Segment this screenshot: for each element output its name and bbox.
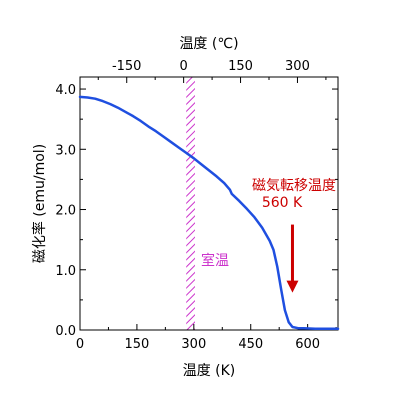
y-tick-label: 4.0 — [55, 83, 76, 98]
y-axis-title: 磁化率 (emu/mol) — [31, 144, 48, 263]
x-tick-label: 300 — [181, 337, 206, 352]
plot-frame — [79, 76, 339, 331]
y-tick-label: 3.0 — [55, 143, 76, 158]
y-tick-label: 2.0 — [55, 204, 76, 219]
y-tick-label: 0.0 — [55, 324, 76, 339]
x-tick-label: 450 — [238, 337, 263, 352]
top-tick-label: 0 — [179, 59, 187, 74]
room-temp-label: 室温 — [201, 252, 229, 269]
series-group — [78, 95, 340, 331]
x-axis-title: 温度 (K) — [183, 363, 236, 379]
axis-labels: 0 150 300 450 600 0.0 1.0 2.0 3.0 4.0 -150 0 150 300 温… — [31, 36, 320, 379]
transition-arrow-head — [286, 280, 299, 293]
transition-value: 560 K — [262, 195, 303, 211]
top-tick-label: 300 — [285, 59, 310, 74]
room-temp-hatch — [186, 77, 195, 330]
top-axis-title: 温度 (℃) — [179, 36, 238, 52]
transition-label: 磁気転移温度 — [252, 178, 336, 194]
susceptibility-line — [78, 95, 340, 331]
top-tick-label: 150 — [228, 59, 253, 74]
room-temperature-band — [186, 77, 195, 330]
y-tick-label: 1.0 — [55, 264, 76, 279]
top-tick-label: -150 — [112, 59, 142, 74]
x-tick-label: 150 — [124, 337, 149, 352]
x-tick-label: 600 — [295, 337, 320, 352]
x-tick-label: 0 — [76, 337, 84, 352]
